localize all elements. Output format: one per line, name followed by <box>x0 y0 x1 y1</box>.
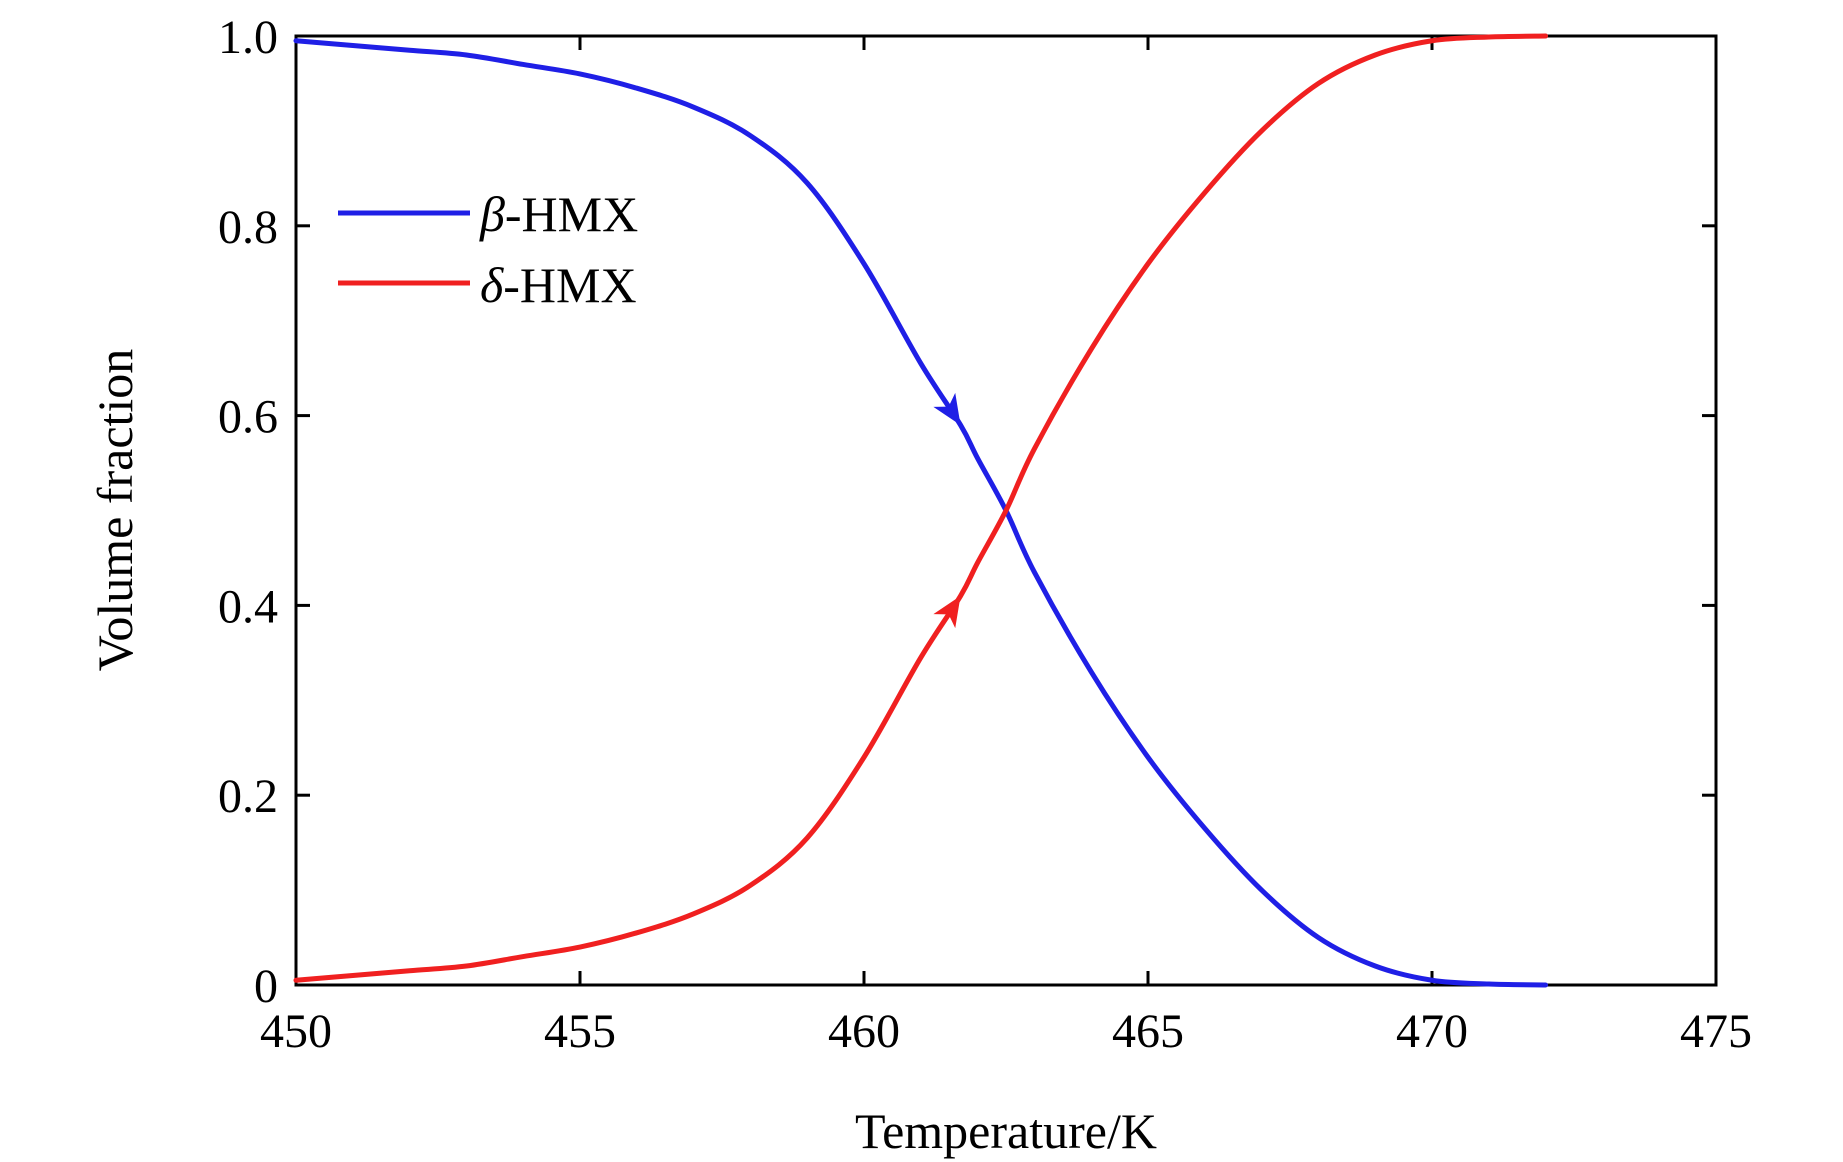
x-tick-labels: 450 455 460 465 470 475 <box>260 1005 1752 1058</box>
y-tick-labels: 0 0.2 0.4 0.6 0.8 1.0 <box>218 11 278 1013</box>
x-tick-label: 475 <box>1680 1005 1752 1058</box>
x-tick-label: 465 <box>1112 1005 1184 1058</box>
legend: β-HMX δ-HMX <box>338 186 638 313</box>
series-line-beta-hmx <box>293 38 1549 988</box>
series-arrow-beta-hmx <box>933 392 961 426</box>
x-tick-label: 450 <box>260 1005 332 1058</box>
y-tick-label: 0.4 <box>218 580 278 633</box>
x-tick-label: 460 <box>828 1005 900 1058</box>
series-arrow-delta-hmx <box>933 595 961 629</box>
plot-frame <box>294 34 1718 987</box>
legend-label-beta-hmx: β-HMX <box>479 186 638 242</box>
legend-text-delta: -HMX <box>503 257 636 313</box>
y-tick-label: 0 <box>254 960 278 1013</box>
y-tick-label: 0.8 <box>218 201 278 254</box>
y-tick-label: 1.0 <box>218 11 278 64</box>
y-axis-title: Volume fraction <box>87 349 143 672</box>
legend-label-delta-hmx: δ-HMX <box>480 257 637 313</box>
y-tick-label: 0.6 <box>218 391 278 444</box>
series-group <box>293 33 1549 988</box>
legend-symbol-beta: β <box>479 186 505 242</box>
x-axis-title: Temperature/K <box>855 1103 1157 1159</box>
x-tick-label: 455 <box>544 1005 616 1058</box>
x-tick-label: 470 <box>1396 1005 1468 1058</box>
legend-text-beta: -HMX <box>505 186 638 242</box>
legend-symbol-delta: δ <box>480 257 504 313</box>
y-tick-label: 0.2 <box>218 770 278 823</box>
series-line-delta-hmx <box>293 33 1549 983</box>
